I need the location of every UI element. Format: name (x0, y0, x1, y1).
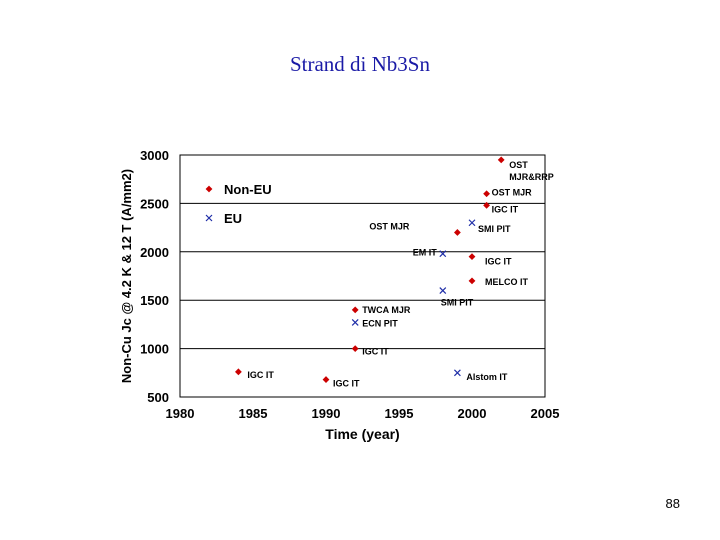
page-number: 88 (665, 496, 680, 511)
point-label: OST MJR&RRP (509, 160, 554, 182)
axis-tick-labels: 1980 1985 1990 1995 2000 2005 500 1000 1500 2000 2… (140, 148, 559, 421)
non-eu-point (483, 190, 490, 198)
point-label: IGC IT (485, 257, 512, 267)
y-tick-label: 1000 (140, 342, 169, 357)
y-tick-label: 500 (147, 390, 169, 405)
y-axis-label: Non-Cu Jc @ 4.2 K & 12 T (A/mm2) (119, 169, 134, 383)
eu-point (439, 250, 447, 258)
legend-label: EU (224, 211, 242, 226)
point-label: MELCO IT (485, 277, 528, 287)
legend-marker (205, 214, 213, 222)
legend-label: Non-EU (224, 182, 272, 197)
point-label: SMI PIT (441, 298, 474, 308)
slide-title: Strand di Nb3Sn (289, 52, 430, 76)
non-eu-point (497, 156, 505, 164)
non-eu-point (351, 306, 359, 314)
non-eu-point (454, 229, 461, 236)
point-label: SMI PIT (478, 224, 511, 234)
y-tick-label: 1500 (140, 293, 169, 308)
non-eu-point (468, 253, 476, 261)
non-eu-point (322, 376, 330, 383)
x-tick-label: 1980 (166, 406, 195, 421)
eu-point (453, 369, 461, 377)
chart-legend: Non-EU EU (205, 182, 272, 226)
legend-marker (205, 185, 213, 193)
y-tick-label: 3000 (140, 148, 169, 163)
non-eu-point (351, 345, 359, 352)
non-eu-point (483, 201, 490, 209)
point-label: ECN PIT (362, 318, 398, 328)
x-tick-label: 1990 (312, 406, 341, 421)
plot-area (179, 154, 546, 398)
data-labels: IGC IT IGC IT IGC IT TWCA MJR OST MJR IGC IT M… (247, 160, 553, 389)
x-axis-label: Time (year) (325, 426, 399, 442)
point-label: Alstom IT (466, 372, 508, 382)
point-label: IGC IT (492, 204, 519, 214)
x-tick-label: 2005 (531, 406, 560, 421)
eu-point (468, 219, 476, 227)
point-label: IGC IT (333, 379, 360, 389)
point-label: TWCA MJR (362, 305, 411, 315)
eu-point (439, 287, 447, 294)
eu-point (351, 319, 359, 326)
point-label: IGC IT (247, 370, 274, 380)
y-tick-label: 2000 (140, 245, 169, 260)
x-tick-label: 2000 (458, 406, 487, 421)
non-eu-point (468, 277, 476, 285)
x-tick-label: 1995 (385, 406, 414, 421)
point-label: OST MJR (369, 221, 410, 231)
point-label-line: OST (509, 160, 528, 170)
point-label: EM IT (413, 248, 438, 258)
non-eu-point (235, 368, 242, 376)
point-label-line: MJR&RRP (509, 172, 554, 182)
y-tick-label: 2500 (140, 196, 169, 211)
data-points (235, 156, 505, 383)
x-tick-label: 1985 (239, 406, 268, 421)
point-label: OST MJR (492, 188, 533, 198)
point-label: IGC IT (362, 347, 389, 357)
